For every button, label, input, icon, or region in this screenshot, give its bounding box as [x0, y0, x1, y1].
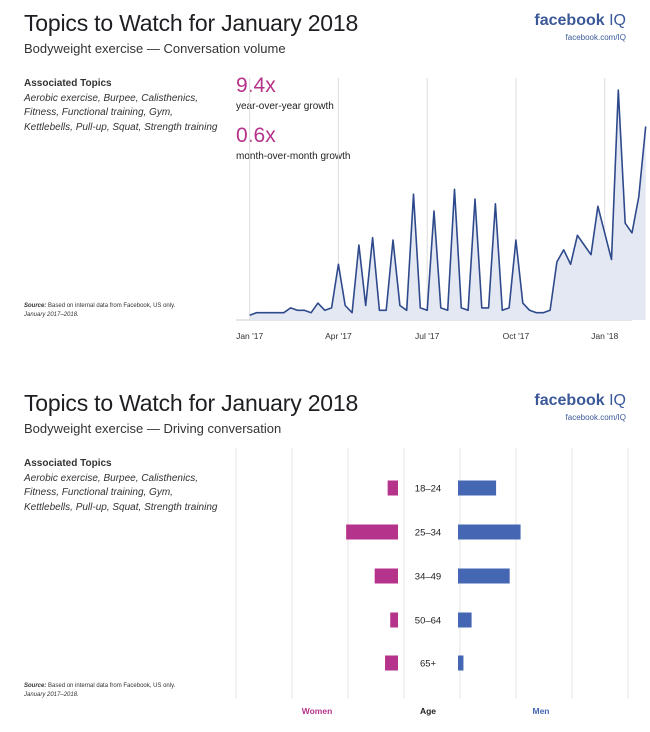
- facebook-iq-logo: facebook IQ: [534, 392, 626, 410]
- age-category-label: 34–49: [415, 572, 441, 583]
- women-bar-65+: [385, 655, 398, 671]
- yoy-growth-value: 9.4x: [236, 74, 276, 97]
- women-bar-34–49: [374, 568, 398, 584]
- x-tick-label: Jul '17: [415, 331, 440, 341]
- source-label: Source:: [24, 683, 47, 689]
- source-period: January 2017–2018.: [24, 312, 79, 318]
- women-bar-50–64: [390, 612, 398, 628]
- source-period: January 2017–2018.: [24, 692, 79, 698]
- men-bar-34–49: [458, 568, 510, 584]
- men-bar-65+: [458, 655, 464, 671]
- panel1-title: Topics to Watch for January 2018: [24, 10, 359, 36]
- panel1-subtitle: Bodyweight exercise — Conversation volum…: [24, 41, 286, 56]
- x-tick-label: Oct '17: [503, 331, 530, 341]
- associated-topics: Associated Topics Aerobic exercise, Burp…: [24, 457, 224, 515]
- age-gender-chart: 18–24 25–34 34–49 50–64 65+ Women Age Men: [235, 448, 629, 716]
- age-category-label: 18–24: [415, 484, 441, 495]
- driving-conversation-panel: Topics to Watch for January 2018 Bodywei…: [0, 380, 650, 732]
- panel2-subtitle: Bodyweight exercise — Driving conversati…: [24, 421, 282, 436]
- x-tick-label: Apr '17: [325, 331, 352, 341]
- source-text: Based on internal data from Facebook, US…: [48, 683, 176, 689]
- x-tick-label: Jan '17: [236, 331, 263, 341]
- volume-area: [249, 90, 646, 320]
- conversation-volume-panel: Topics to Watch for January 2018 Bodywei…: [0, 0, 650, 360]
- brand-name: facebook: [534, 392, 605, 409]
- men-bar-18–24: [458, 480, 497, 496]
- legend-men: Men: [533, 706, 550, 716]
- age-category-label: 65+: [420, 659, 437, 670]
- age-category-label: 25–34: [415, 528, 441, 539]
- women-bar-18–24: [387, 480, 398, 496]
- men-bar-25–34: [458, 524, 521, 540]
- brand-url: facebook.com/IQ: [565, 33, 626, 42]
- x-tick-label: Jan '18: [591, 331, 618, 341]
- brand-suffix: IQ: [609, 12, 626, 29]
- brand-name: facebook: [534, 12, 605, 29]
- source-note: Source: Based on internal data from Face…: [24, 682, 214, 700]
- topics-heading: Associated Topics: [24, 458, 112, 469]
- topics-list: Aerobic exercise, Burpee, Calisthenics, …: [24, 92, 218, 133]
- conversation-volume-chart: Jan '17 Apr '17 Jul '17 Oct '17 Jan '18: [236, 78, 647, 341]
- source-label: Source:: [24, 303, 47, 309]
- mom-growth-label: month-over-month growth: [236, 151, 351, 162]
- volume-line: [249, 89, 647, 316]
- brand-suffix: IQ: [609, 392, 626, 409]
- panel2-title: Topics to Watch for January 2018: [24, 390, 359, 416]
- men-bar-50–64: [458, 612, 472, 628]
- topics-list: Aerobic exercise, Burpee, Calisthenics, …: [24, 472, 218, 513]
- age-category-label: 50–64: [415, 616, 441, 627]
- topics-heading: Associated Topics: [24, 78, 112, 89]
- legend-women: Women: [302, 706, 333, 716]
- mom-growth-value: 0.6x: [236, 124, 276, 147]
- brand-url: facebook.com/IQ: [565, 413, 626, 422]
- yoy-growth-label: year-over-year growth: [236, 101, 334, 112]
- source-text: Based on internal data from Facebook, US…: [48, 303, 176, 309]
- facebook-iq-logo: facebook IQ: [534, 12, 626, 30]
- women-bar-25–34: [346, 524, 398, 540]
- legend-age: Age: [420, 706, 436, 716]
- associated-topics: Associated Topics Aerobic exercise, Burp…: [24, 77, 224, 135]
- source-note: Source: Based on internal data from Face…: [24, 302, 214, 320]
